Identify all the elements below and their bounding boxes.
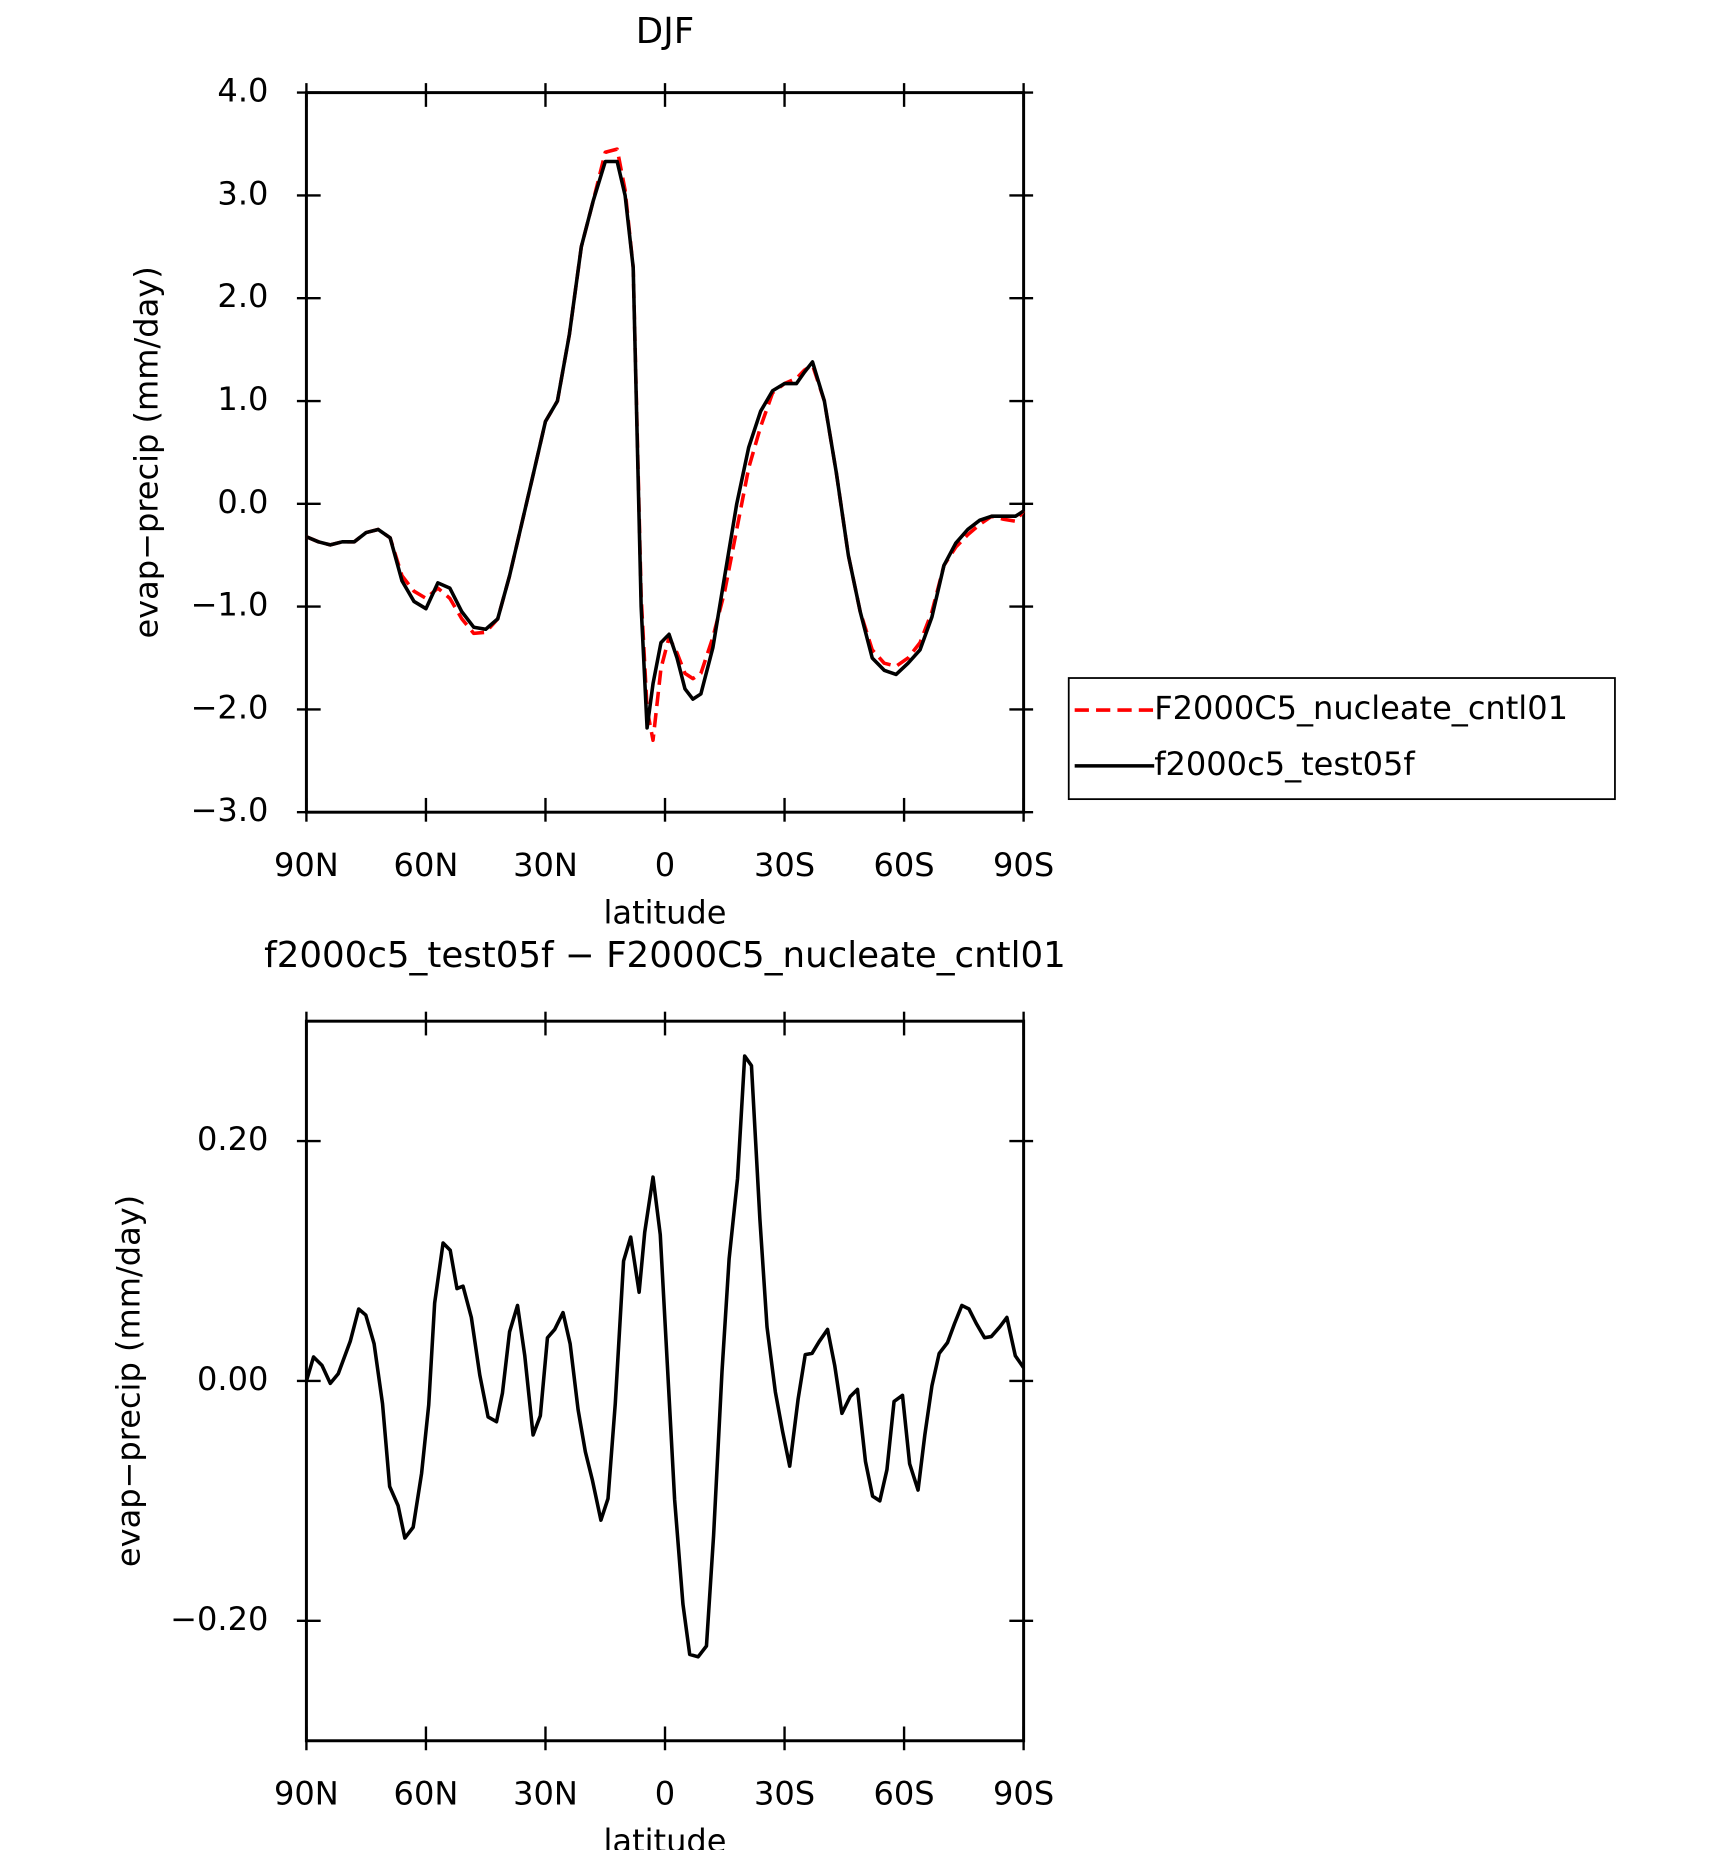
- data-line: [305, 147, 1026, 743]
- x-tick-label: 30N: [513, 846, 578, 884]
- y-axis-label: evap−precip (mm/day): [110, 1195, 148, 1567]
- x-tick-label: 60N: [394, 1774, 459, 1812]
- y-tick-label: −2.0: [191, 688, 269, 726]
- chart-title: DJF: [636, 11, 694, 52]
- plot-frame: [304, 91, 1026, 814]
- y-tick-label: −3.0: [191, 791, 269, 829]
- x-tick-label: 90N: [274, 1774, 339, 1812]
- x-tick-label: 90N: [274, 846, 339, 884]
- x-tick-label: 30S: [754, 846, 815, 884]
- y-tick-label: 2.0: [217, 277, 268, 315]
- plot-frame: [304, 1019, 1026, 1743]
- x-tick-label: 90S: [993, 846, 1054, 884]
- x-tick-label: 0: [655, 846, 675, 884]
- y-tick-label: −0.20: [170, 1600, 268, 1638]
- y-tick-label: 4.0: [217, 72, 268, 110]
- x-axis-label: latitude: [604, 893, 727, 931]
- y-tick-label: 0.0: [217, 483, 268, 521]
- data-line: [305, 159, 1025, 730]
- y-axis-label: evap−precip (mm/day): [127, 266, 165, 638]
- x-axis-label: latitude: [604, 1822, 727, 1850]
- y-tick-label: 0.20: [197, 1120, 268, 1158]
- y-tick-label: 0.00: [197, 1360, 268, 1398]
- legend-box: [1067, 677, 1616, 801]
- x-tick-label: 60N: [394, 846, 459, 884]
- chart-title: f2000c5_test05f − F2000C5_nucleate_cntl0…: [264, 935, 1066, 976]
- x-tick-label: 60S: [874, 1774, 935, 1812]
- y-tick-label: 1.0: [217, 380, 268, 418]
- x-tick-label: 60S: [874, 846, 935, 884]
- y-tick-label: −1.0: [191, 586, 269, 624]
- y-tick-label: 3.0: [217, 174, 268, 212]
- legend-label: f2000c5_test05f: [1154, 745, 1415, 783]
- x-tick-label: 30N: [513, 1774, 578, 1812]
- data-line: [304, 1054, 1026, 1659]
- x-tick-label: 0: [655, 1774, 675, 1812]
- x-tick-label: 90S: [993, 1774, 1054, 1812]
- x-tick-label: 30S: [754, 1774, 815, 1812]
- legend-label: F2000C5_nucleate_cntl01: [1154, 689, 1568, 727]
